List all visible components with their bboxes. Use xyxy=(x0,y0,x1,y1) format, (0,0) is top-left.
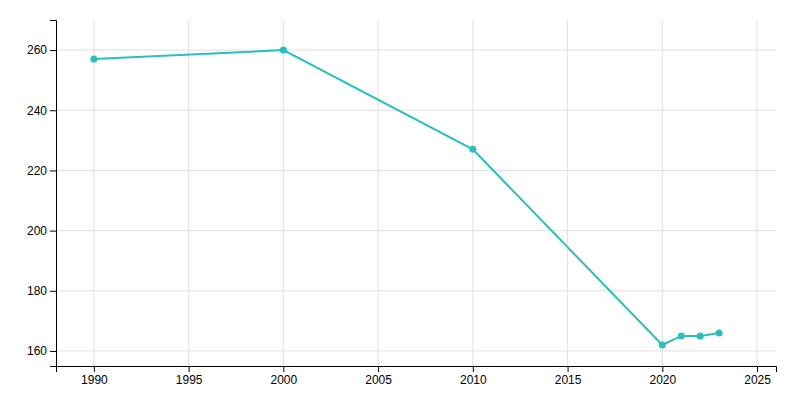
data-line xyxy=(94,50,719,345)
data-point xyxy=(469,146,476,153)
y-tick: 180 xyxy=(27,284,56,298)
x-tick-label: 2005 xyxy=(365,373,392,387)
y-tick: 200 xyxy=(27,224,56,238)
data-point xyxy=(697,332,704,339)
y-tick: 160 xyxy=(27,344,56,358)
x-tick: 2010 xyxy=(460,366,487,387)
y-tick-mark xyxy=(50,110,56,111)
y-grid-line xyxy=(56,170,776,171)
marks xyxy=(90,47,722,349)
x-tick-mark xyxy=(473,366,474,372)
x-tick-label: 2000 xyxy=(271,373,298,387)
x-tick: 1995 xyxy=(176,366,203,387)
x-tick-mark xyxy=(757,366,758,372)
y-tick-label: 240 xyxy=(27,104,47,118)
x-grid-line xyxy=(378,20,379,366)
y-tick: 260 xyxy=(27,43,56,57)
data-point xyxy=(280,47,287,54)
chart-svg: 1990 1995 2000 2005 2010 2015 2020 2025 160 180 20… xyxy=(0,0,800,400)
y-grid-line xyxy=(56,110,776,111)
y-grid-line xyxy=(56,350,776,351)
x-grid-line xyxy=(188,20,189,366)
x-tick-label: 1995 xyxy=(176,373,203,387)
x-tick: 1990 xyxy=(81,366,108,387)
data-point xyxy=(678,332,685,339)
chart-container: 1990 1995 2000 2005 2010 2015 2020 2025 160 180 20… xyxy=(0,0,800,400)
x-tick: 2015 xyxy=(555,366,582,387)
x-tick-mark xyxy=(94,366,95,372)
y-tick-label: 160 xyxy=(27,344,47,358)
x-axis: 1990 1995 2000 2005 2010 2015 2020 2025 xyxy=(57,366,777,387)
y-tick-mark xyxy=(50,170,56,171)
y-tick-mark xyxy=(50,291,56,292)
x-grid-line xyxy=(757,20,758,366)
x-tick-mark xyxy=(568,366,569,372)
y-tick-mark xyxy=(50,231,56,232)
x-grid-line xyxy=(283,20,284,366)
y-axis-line xyxy=(50,21,57,367)
grid xyxy=(56,20,776,366)
x-tick-label: 2010 xyxy=(460,373,487,387)
y-tick-label: 180 xyxy=(27,284,47,298)
y-tick-label: 260 xyxy=(27,43,47,57)
x-axis-line xyxy=(57,367,777,373)
x-tick: 2020 xyxy=(649,366,676,387)
plot-area: 1990 1995 2000 2005 2010 2015 2020 2025 160 180 20… xyxy=(27,20,777,387)
x-tick-label: 2015 xyxy=(555,373,582,387)
x-grid-line xyxy=(567,20,568,366)
x-tick-label: 2025 xyxy=(744,373,771,387)
x-tick: 2025 xyxy=(744,366,771,387)
x-tick-mark xyxy=(283,366,284,372)
x-grid-line xyxy=(472,20,473,366)
y-tick: 220 xyxy=(27,164,56,178)
y-grid-line xyxy=(56,50,776,51)
y-tick-mark xyxy=(50,50,56,51)
data-point xyxy=(90,56,97,63)
x-tick: 2005 xyxy=(365,366,392,387)
y-axis: 160 180 200 220 240 260 xyxy=(27,21,57,367)
x-tick-mark xyxy=(189,366,190,372)
x-grid-line xyxy=(93,20,94,366)
y-tick-label: 220 xyxy=(27,164,47,178)
y-grid-line xyxy=(56,230,776,231)
x-tick-mark xyxy=(662,366,663,372)
data-point xyxy=(716,329,723,336)
x-tick: 2000 xyxy=(271,366,298,387)
x-tick-label: 1990 xyxy=(81,373,108,387)
y-tick: 240 xyxy=(27,104,56,118)
x-tick-label: 2020 xyxy=(649,373,676,387)
x-tick-mark xyxy=(378,366,379,372)
data-point xyxy=(659,341,666,348)
y-grid-line xyxy=(56,290,776,291)
x-grid-line xyxy=(662,20,663,366)
y-tick-label: 200 xyxy=(27,224,47,238)
y-tick-mark xyxy=(50,351,56,352)
